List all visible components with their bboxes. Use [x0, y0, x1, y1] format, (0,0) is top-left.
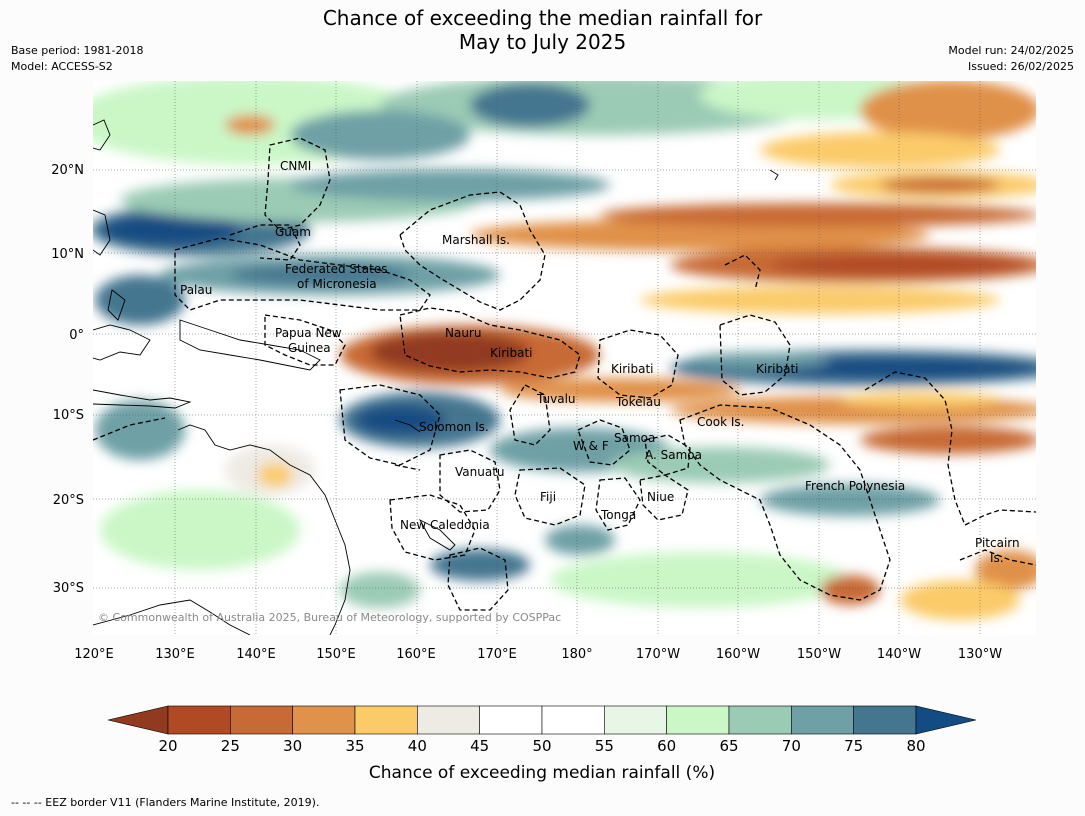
colorbar-segment — [292, 705, 356, 735]
colorbar-tick-label: 55 — [595, 737, 614, 755]
colorbar-tick-labels: 20 25 30 35 40 45 50 55 60 65 70 75 80 — [158, 737, 925, 755]
model-run: Model run: 24/02/2025 — [948, 44, 1074, 57]
coastlines — [93, 119, 779, 635]
colorbar: 20 25 30 35 40 45 50 55 60 65 70 75 80 Chance of exc… — [107, 705, 977, 783]
place-label-nauru: Nauru — [445, 326, 481, 340]
colorbar-segment — [853, 705, 917, 735]
place-label-palau: Palau — [180, 283, 212, 297]
lat-label: 20°N — [51, 163, 84, 178]
colorbar-tick-label: 20 — [158, 737, 177, 755]
colorbar-segments — [167, 705, 917, 735]
place-label-kiribati-central: Kiribati — [611, 362, 653, 376]
lon-label: 180° — [561, 647, 592, 662]
place-label-tokelau: Tokelau — [615, 395, 661, 409]
place-label-cnmi: CNMI — [280, 159, 311, 173]
colorbar-segment — [479, 705, 543, 735]
lon-label: 150°E — [316, 647, 356, 662]
colorbar-segment — [666, 705, 730, 735]
meta-right: Model run: 24/02/2025 Issued: 26/02/2025 — [948, 43, 1074, 75]
rainfall-field — [93, 81, 1036, 620]
place-label-pitcairn-line1: Pitcairn — [975, 536, 1020, 550]
place-label-fiji: Fiji — [540, 490, 556, 504]
eez-legend: -- -- -- EEZ border V11 (Flanders Marine… — [11, 796, 320, 809]
place-label-vanuatu: Vanuatu — [455, 465, 505, 479]
graticule — [93, 81, 1036, 635]
lat-label: 30°S — [53, 581, 84, 596]
lon-label: 140°W — [877, 647, 921, 662]
place-label-marshall-islands: Marshall Is. — [442, 233, 510, 247]
place-label-cook-islands: Cook Is. — [697, 415, 744, 429]
place-label-fsm-line2: of Micronesia — [297, 277, 377, 291]
copyright-notice: © Commonwealth of Australia 2025, Bureau… — [98, 611, 561, 624]
place-label-pitcairn-line2: Is. — [990, 551, 1004, 565]
place-label-png-line2: Guinea — [288, 341, 331, 355]
lon-label: 130°E — [155, 647, 195, 662]
colorbar-tick-label: 35 — [345, 737, 364, 755]
place-label-guam: Guam — [275, 225, 311, 239]
map-panel: © Commonwealth of Australia 2025, Bureau… — [93, 81, 1036, 635]
lat-label: 0° — [69, 328, 84, 343]
colorbar-tick-label: 30 — [283, 737, 302, 755]
eez-borders — [93, 137, 1036, 611]
place-label-tuvalu: Tuvalu — [536, 392, 576, 406]
lon-label: 170°W — [636, 647, 680, 662]
lat-label: 20°S — [53, 493, 84, 508]
lon-label: 160°E — [396, 647, 436, 662]
colorbar-tick-label: 25 — [221, 737, 240, 755]
place-label-kiribati-east: Kiribati — [756, 362, 798, 376]
colorbar-tick-label: 45 — [470, 737, 489, 755]
place-label-samoa: Samoa — [614, 431, 655, 445]
base-period: Base period: 1981-2018 — [11, 44, 144, 57]
place-label-solomon-islands: Solomon Is. — [419, 420, 489, 434]
colorbar-high-extend — [915, 705, 977, 735]
place-label-french-polynesia: French Polynesia — [805, 479, 905, 493]
place-label-new-caledonia: New Caledonia — [400, 518, 490, 532]
colorbar-segment — [354, 705, 418, 735]
place-labels: CNMI Guam Marshall Is. Federated States … — [180, 159, 1020, 565]
colorbar-segment — [230, 705, 293, 735]
colorbar-segment — [791, 705, 854, 735]
issued-date: Issued: 26/02/2025 — [967, 60, 1074, 73]
lon-label: 170°E — [477, 647, 517, 662]
title-line-1: Chance of exceeding the median rainfall … — [322, 6, 763, 30]
colorbar-label: Chance of exceeding median rainfall (%) — [369, 763, 715, 783]
colorbar-segment — [728, 705, 792, 735]
colorbar-tick-label: 50 — [532, 737, 551, 755]
place-label-png-line1: Papua New — [275, 326, 342, 340]
lon-label: 150°W — [797, 647, 841, 662]
colorbar-tick-label: 75 — [844, 737, 863, 755]
colorbar-segment — [167, 705, 231, 735]
place-label-tonga: Tonga — [600, 508, 636, 522]
colorbar-segment — [541, 705, 605, 735]
longitude-axis: 120°E 130°E 140°E 150°E 160°E 170°E 180°… — [74, 647, 1002, 662]
place-label-american-samoa: A. Samoa — [645, 448, 702, 462]
model-name: Model: ACCESS-S2 — [11, 60, 113, 73]
place-label-niue: Niue — [647, 490, 674, 504]
lon-label: 130°W — [958, 647, 1002, 662]
lat-label: 10°N — [51, 247, 84, 262]
place-label-kiribati-west: Kiribati — [490, 346, 532, 360]
colorbar-tick-label: 40 — [408, 737, 427, 755]
lon-label: 160°W — [716, 647, 760, 662]
colorbar-tick-label: 70 — [782, 737, 801, 755]
meta-left: Base period: 1981-2018 Model: ACCESS-S2 — [11, 43, 143, 75]
colorbar-segment — [417, 705, 480, 735]
lon-label: 140°E — [236, 647, 276, 662]
colorbar-segment — [604, 705, 667, 735]
colorbar-low-extend — [107, 705, 169, 735]
lon-label: 120°E — [74, 647, 114, 662]
colorbar-tick-label: 65 — [719, 737, 738, 755]
title-line-2: May to July 2025 — [458, 30, 627, 54]
place-label-wallis-futuna: W & F — [573, 439, 609, 453]
colorbar-tick-label: 80 — [906, 737, 925, 755]
latitude-axis: 20°N 10°N 0° 10°S 20°S 30°S — [51, 163, 84, 596]
lat-label: 10°S — [53, 408, 84, 423]
place-label-fsm-line1: Federated States — [285, 262, 387, 276]
map-title: Chance of exceeding the median rainfall … — [0, 6, 1085, 54]
colorbar-tick-label: 60 — [657, 737, 676, 755]
